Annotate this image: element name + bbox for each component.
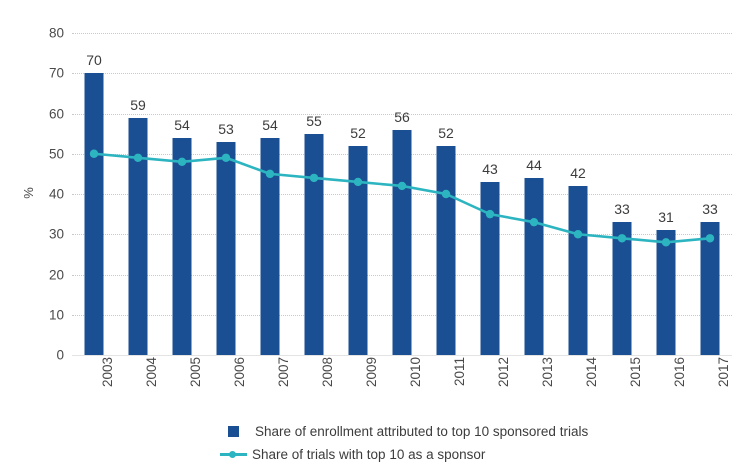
x-axis-tick-label: 2008 [320, 357, 335, 388]
line-marker [705, 234, 715, 243]
line-series [72, 33, 732, 355]
legend-line-marker-icon [220, 449, 247, 460]
bar [260, 137, 280, 355]
y-axis-tick-label: 10 [48, 307, 64, 323]
x-axis-tick-label: 2015 [628, 357, 643, 388]
bar-data-label: 33 [614, 201, 630, 218]
bar-data-label: 42 [570, 164, 586, 181]
bar [348, 145, 368, 355]
x-axis-tick-label: 2009 [364, 357, 379, 388]
line-marker [573, 230, 583, 239]
line-marker [309, 173, 319, 183]
y-axis-tick-label: 70 [48, 65, 64, 81]
y-axis-tick-label: 0 [56, 347, 64, 363]
bar [700, 222, 720, 355]
bar [216, 141, 236, 355]
bar-data-labels: 70 59 54 53 54 55 52 56 52 43 44 42 33 31 33 [72, 33, 732, 355]
x-axis-tick-label: 2012 [496, 357, 511, 388]
x-axis-tick-label: 2007 [276, 357, 291, 388]
x-axis-tick-label: 2017 [716, 357, 731, 388]
y-axis-tick-label: 40 [48, 186, 64, 202]
bar [172, 137, 192, 355]
gridline [72, 33, 732, 34]
x-axis-tick-label: 2014 [584, 357, 599, 388]
bar-data-label: 33 [702, 201, 718, 218]
line-marker [441, 189, 451, 199]
line-marker [221, 153, 231, 162]
gridline [72, 113, 732, 115]
legend-item-bar: Share of enrollment attributed to top 10… [0, 420, 748, 443]
bar-data-label: 31 [658, 209, 674, 226]
bar-data-label: 53 [218, 120, 234, 137]
bar [612, 222, 632, 355]
bar [656, 230, 676, 355]
gridline [72, 73, 732, 75]
bar [568, 185, 588, 355]
line-marker [133, 153, 143, 162]
bar-data-label: 43 [482, 160, 498, 177]
x-axis-tick-label: 2013 [540, 357, 555, 388]
bar-data-label: 70 [86, 52, 102, 69]
line-marker [529, 217, 539, 227]
line-marker [485, 209, 495, 219]
line-series-svg [89, 149, 715, 247]
line-marker [617, 234, 627, 243]
line-marker [177, 157, 187, 166]
bar-data-label: 56 [394, 108, 410, 125]
x-axis-tick-label: 2003 [100, 357, 115, 388]
line-marker [89, 149, 99, 158]
bar-data-label: 52 [438, 124, 454, 141]
x-axis-tick-label: 2005 [188, 357, 203, 388]
y-axis-tick-label: 50 [48, 146, 64, 162]
chart-legend: Share of enrollment attributed to top 10… [0, 420, 748, 466]
line-marker [265, 169, 275, 179]
legend-item-line-label: Share of trials with top 10 as a sponsor [252, 447, 486, 462]
bar [480, 181, 500, 355]
y-axis-tick-label: 80 [48, 25, 64, 41]
x-axis-tick-label: 2006 [232, 357, 247, 388]
bar-data-label: 55 [306, 112, 322, 129]
gridline [72, 355, 732, 356]
x-axis-tick-label: 2010 [408, 357, 423, 388]
line-marker [397, 181, 407, 191]
bar [84, 73, 104, 355]
y-axis-tick-label: 20 [48, 267, 64, 282]
y-axis-tick-label: 30 [48, 226, 64, 242]
bar-data-label: 54 [262, 116, 278, 133]
legend-item-bar-label: Share of enrollment attributed to top 10… [255, 424, 589, 439]
bar-data-label: 59 [130, 96, 146, 113]
line-marker [661, 238, 671, 247]
bar-data-label: 52 [350, 124, 366, 141]
y-axis-tick-labels: 0 10 20 30 40 50 60 70 80 [24, 26, 64, 363]
legend-square-swatch-icon [228, 426, 239, 437]
bar [128, 117, 148, 355]
bar [304, 133, 324, 355]
y-axis-tick-label: 60 [48, 106, 64, 121]
x-axis-tick-label: 2016 [672, 357, 687, 388]
x-axis-tick-label: 2004 [144, 357, 159, 388]
bar-series [72, 33, 732, 355]
bar [436, 145, 456, 355]
x-axis-tick-label: 2011 [452, 357, 467, 387]
x-axis-tick-labels: 2003 2004 2005 2006 2007 2008 2009 2010 2011 2012… [72, 357, 732, 415]
legend-item-line: Share of trials with top 10 as a sponsor [0, 443, 748, 466]
plot-area: 0 10 20 30 40 50 60 70 80 70 59 54 53 54 55 52 56 52 43 44… [49, 26, 732, 363]
bar-data-label: 44 [526, 156, 542, 173]
bar-data-label: 54 [174, 116, 190, 133]
line-marker [353, 177, 363, 187]
